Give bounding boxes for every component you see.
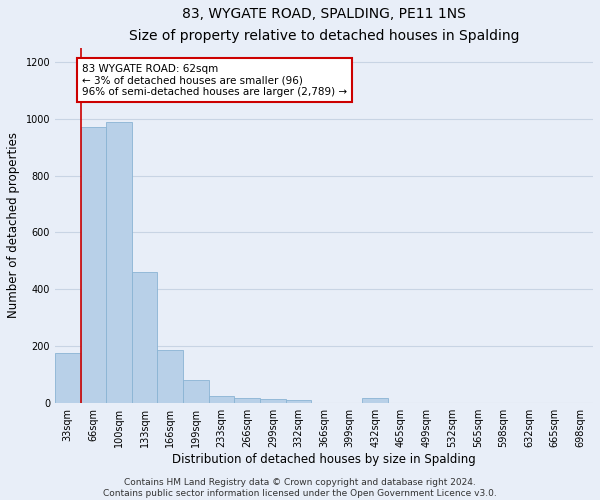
Bar <box>183 380 209 403</box>
Bar <box>235 398 260 403</box>
Bar <box>132 272 157 403</box>
Bar <box>55 353 80 403</box>
X-axis label: Distribution of detached houses by size in Spalding: Distribution of detached houses by size … <box>172 452 476 466</box>
Text: Contains HM Land Registry data © Crown copyright and database right 2024.
Contai: Contains HM Land Registry data © Crown c… <box>103 478 497 498</box>
Bar <box>362 398 388 403</box>
Text: 83 WYGATE ROAD: 62sqm
← 3% of detached houses are smaller (96)
96% of semi-detac: 83 WYGATE ROAD: 62sqm ← 3% of detached h… <box>82 64 347 97</box>
Bar <box>157 350 183 403</box>
Bar <box>80 128 106 403</box>
Title: 83, WYGATE ROAD, SPALDING, PE11 1NS
Size of property relative to detached houses: 83, WYGATE ROAD, SPALDING, PE11 1NS Size… <box>129 7 519 43</box>
Bar <box>286 400 311 403</box>
Bar <box>106 122 132 403</box>
Y-axis label: Number of detached properties: Number of detached properties <box>7 132 20 318</box>
Bar <box>260 400 286 403</box>
Bar <box>209 396 235 403</box>
